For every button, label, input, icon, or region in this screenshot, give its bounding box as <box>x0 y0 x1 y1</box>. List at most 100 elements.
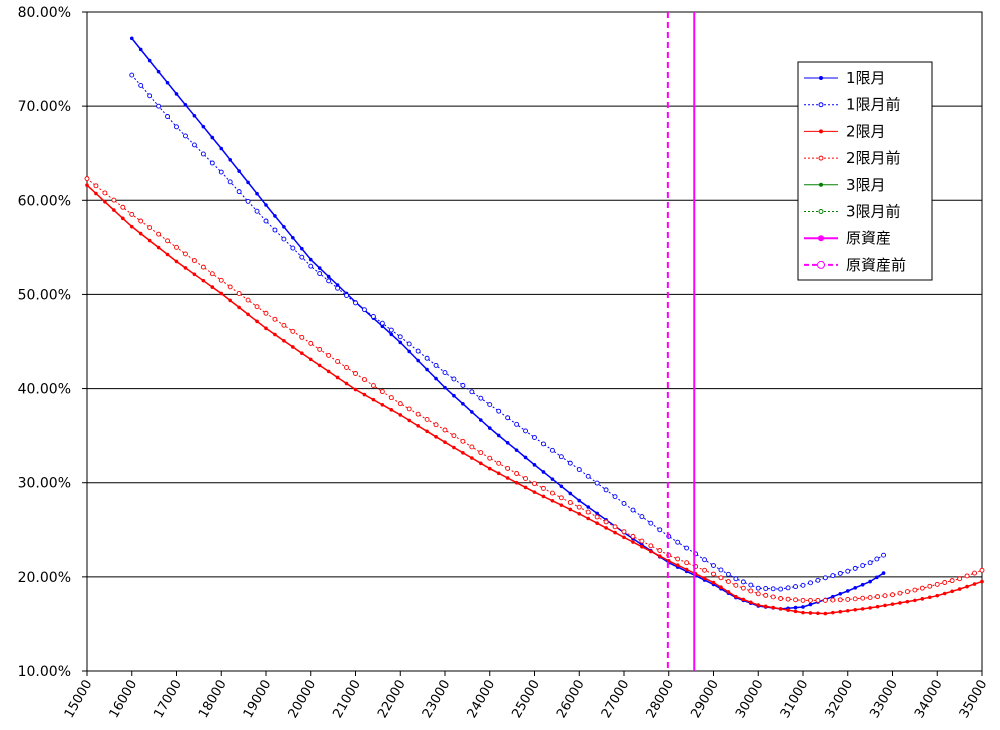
data-point <box>576 504 582 510</box>
legend-label: 1限月前 <box>846 96 901 114</box>
data-point <box>639 538 645 544</box>
x-tick-label: 16000 <box>107 678 141 721</box>
data-point <box>755 585 761 591</box>
data-point <box>246 312 250 317</box>
data-point <box>282 225 286 229</box>
data-point <box>388 395 394 401</box>
data-point <box>452 393 456 398</box>
data-point <box>191 142 197 148</box>
data-point <box>120 204 126 210</box>
data-point <box>219 291 224 296</box>
data-point <box>218 277 224 283</box>
data-point <box>461 402 465 406</box>
series-4 <box>84 176 985 603</box>
y-tick-label: 60.00% <box>18 193 71 209</box>
data-point <box>308 340 314 346</box>
data-point <box>920 597 925 601</box>
data-point <box>300 351 304 355</box>
data-point <box>740 579 746 585</box>
data-point <box>424 355 430 361</box>
data-point <box>326 352 332 358</box>
data-point <box>585 473 591 479</box>
y-tick-label: 80.00% <box>18 5 71 21</box>
data-point <box>523 485 528 490</box>
data-point <box>398 340 403 345</box>
data-point <box>675 563 680 567</box>
data-point <box>927 595 932 600</box>
data-point <box>711 571 716 577</box>
data-point <box>913 598 917 603</box>
data-point <box>102 190 108 196</box>
legend-label: 3限月 <box>846 176 886 194</box>
data-point <box>594 480 600 486</box>
data-point <box>778 586 784 592</box>
data-point <box>470 410 474 414</box>
data-point <box>496 460 502 466</box>
data-point <box>433 422 439 428</box>
data-point <box>398 413 403 417</box>
data-point <box>830 573 836 579</box>
x-tick-label: 17000 <box>151 678 185 721</box>
data-point <box>371 397 376 402</box>
data-point <box>487 466 492 471</box>
data-point <box>496 433 501 438</box>
data-point <box>514 480 519 485</box>
data-point <box>335 375 340 380</box>
data-point <box>326 278 332 284</box>
data-point <box>770 594 776 600</box>
data-point <box>209 160 215 166</box>
data-point <box>613 530 617 535</box>
data-point <box>416 358 420 363</box>
data-point <box>272 316 278 322</box>
data-point <box>875 594 881 600</box>
data-point <box>460 438 466 444</box>
legend-label: 原資産前 <box>846 256 906 274</box>
data-point <box>934 581 940 587</box>
x-tick-label: 34000 <box>912 678 946 721</box>
data-point <box>93 183 99 189</box>
data-point <box>972 582 977 586</box>
data-point <box>523 428 528 434</box>
data-point <box>129 224 134 229</box>
data-point <box>711 563 716 569</box>
y-tick-label: 70.00% <box>18 99 71 115</box>
data-point <box>460 382 466 388</box>
data-point <box>451 433 457 439</box>
data-point <box>443 440 447 445</box>
data-point <box>344 381 349 386</box>
x-tick-label: 23000 <box>420 678 454 721</box>
data-point <box>255 319 259 324</box>
data-point <box>793 609 798 614</box>
data-point <box>816 611 820 616</box>
data-point <box>657 548 663 553</box>
data-point <box>541 485 546 491</box>
data-point <box>770 586 776 592</box>
data-point <box>603 519 609 525</box>
data-point <box>785 585 791 591</box>
data-point <box>174 259 179 264</box>
data-point <box>586 505 590 509</box>
x-tick-label: 19000 <box>241 678 275 721</box>
data-point <box>868 606 872 610</box>
data-point <box>496 471 501 476</box>
data-point <box>273 332 277 337</box>
data-point <box>218 169 224 175</box>
data-point <box>898 601 902 605</box>
data-point <box>487 426 492 430</box>
data-point <box>808 611 813 615</box>
data-point <box>442 370 448 376</box>
data-point <box>567 500 573 505</box>
data-point <box>852 596 858 602</box>
data-point <box>182 251 188 257</box>
data-point <box>853 608 858 612</box>
data-point <box>868 579 872 584</box>
data-point <box>147 225 153 231</box>
data-point <box>370 314 376 319</box>
data-point <box>675 556 681 562</box>
data-point <box>380 402 385 407</box>
data-point <box>505 465 511 471</box>
data-point <box>362 377 367 382</box>
data-point <box>353 300 358 306</box>
data-point <box>875 604 880 609</box>
